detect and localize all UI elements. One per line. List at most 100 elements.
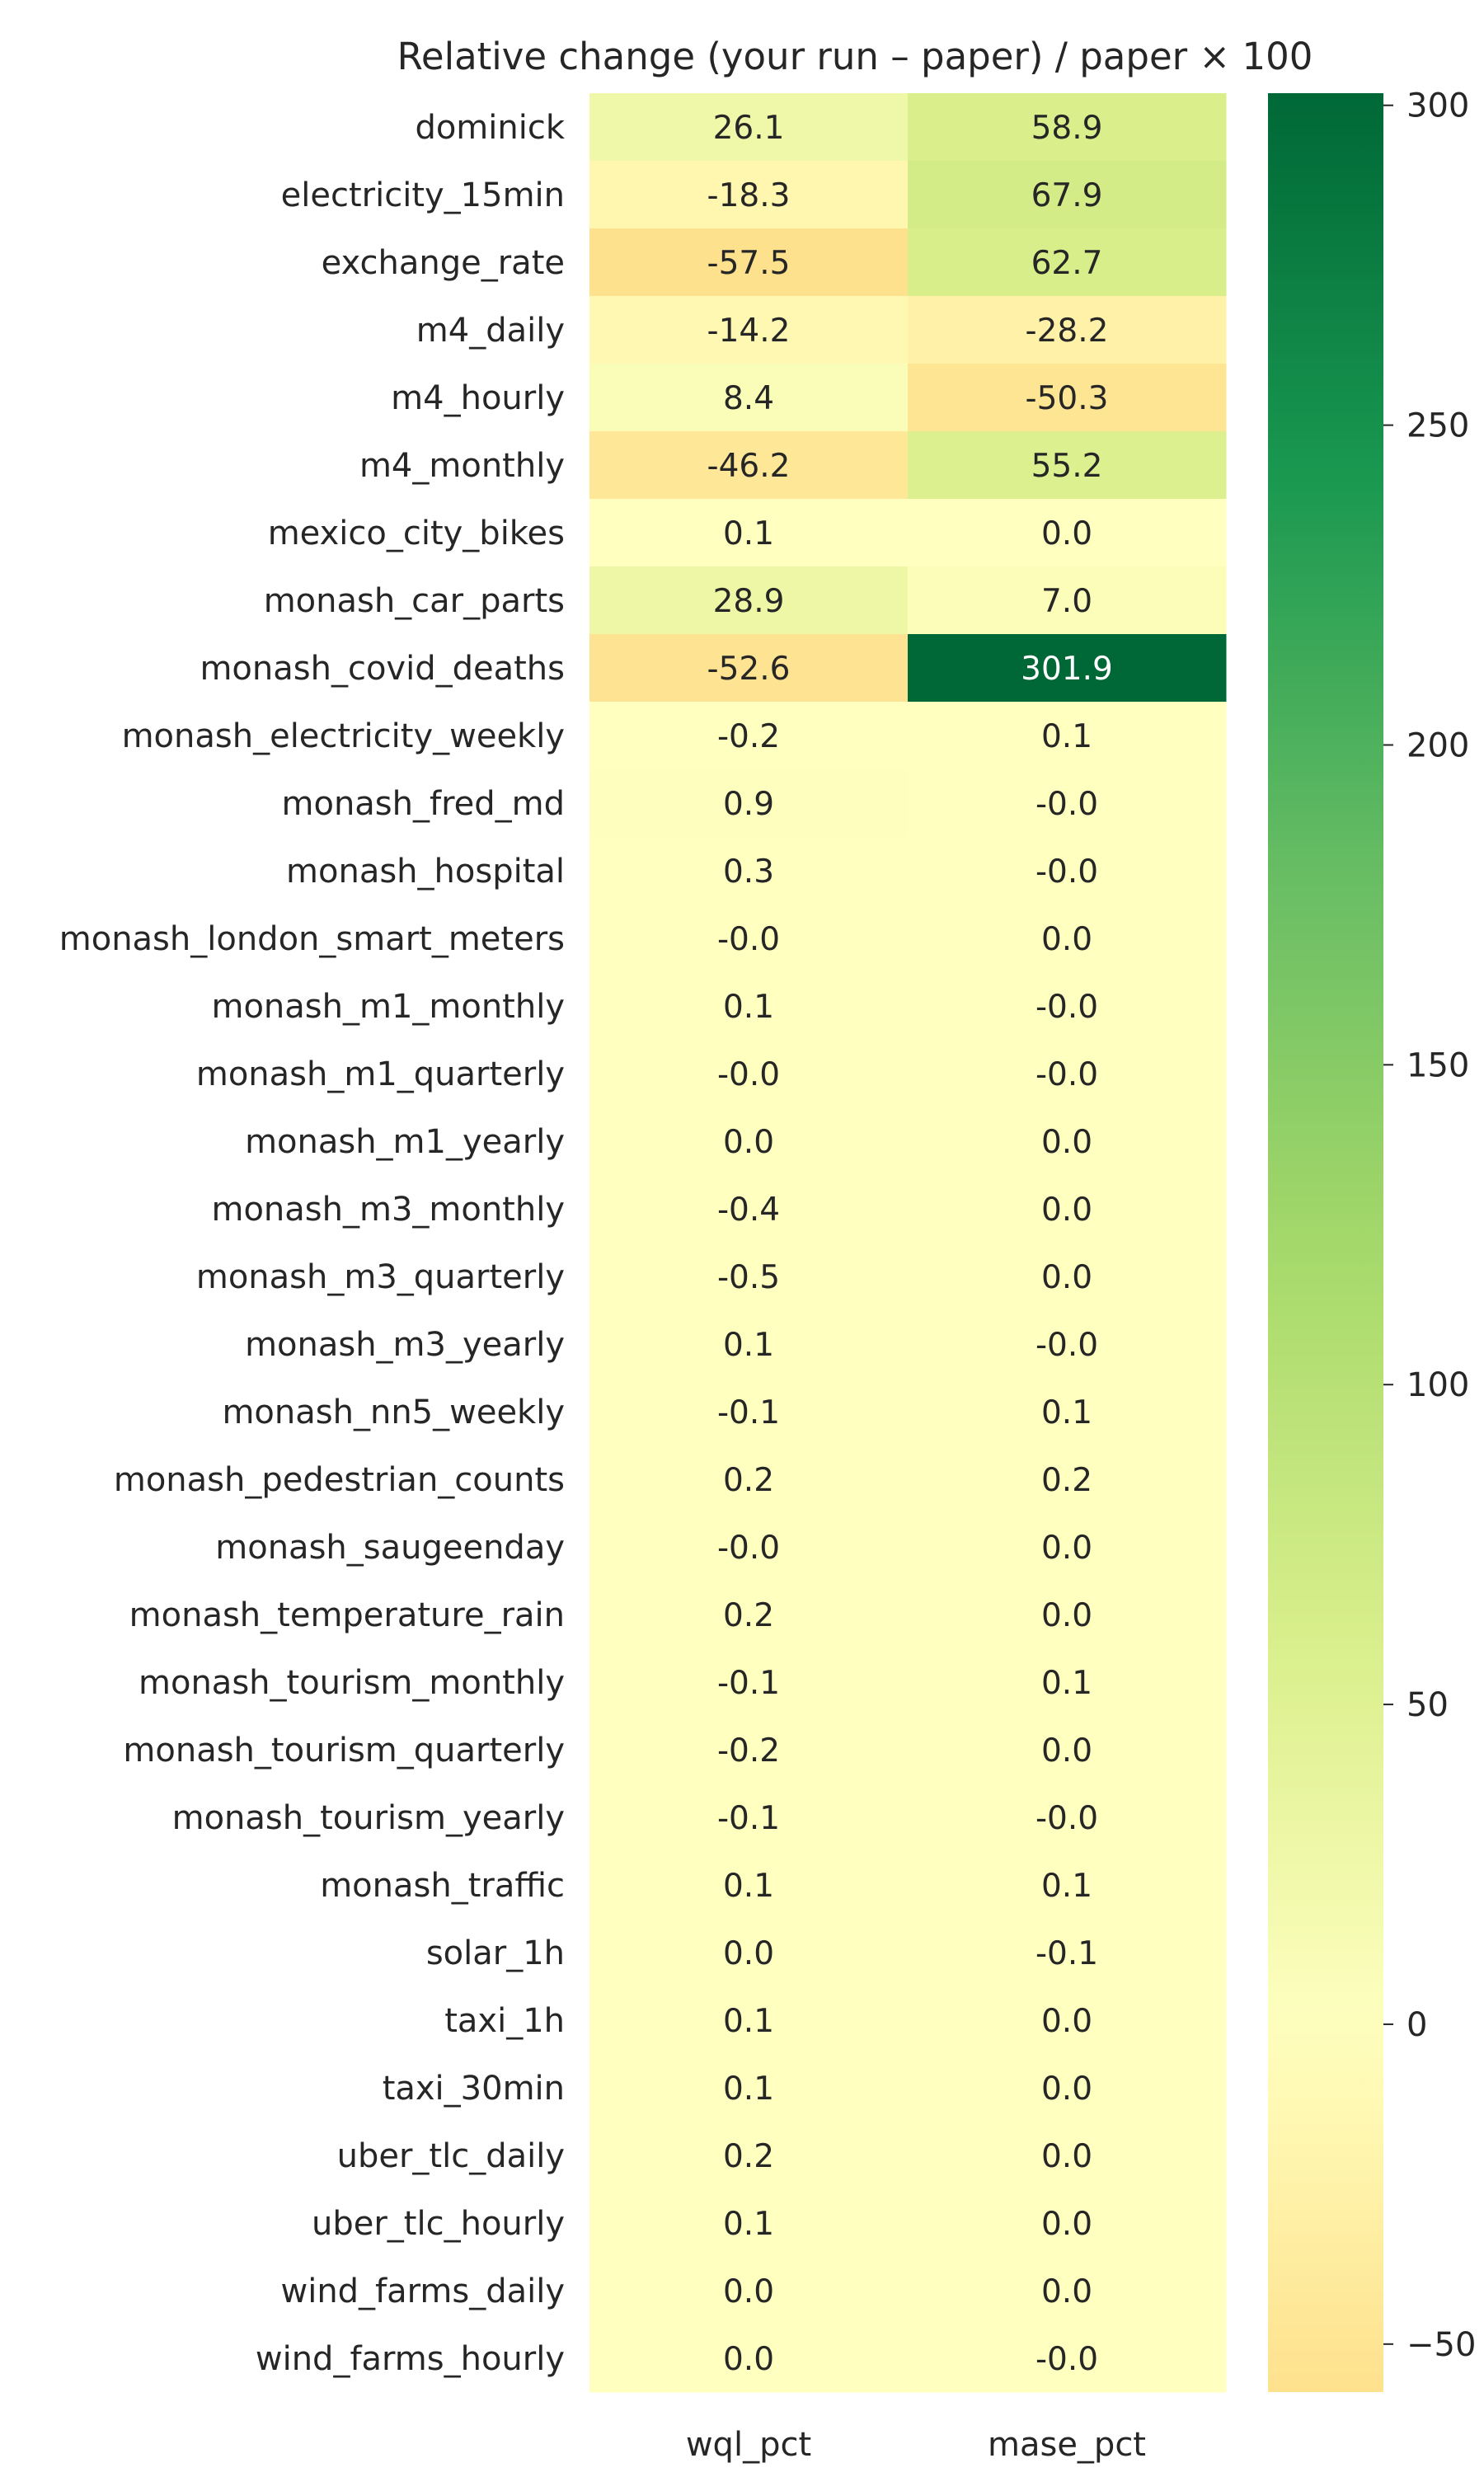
heatmap-cells: 26.1 58.9 -18.3 67.9 -57.5 62.7 -14.2 -28.2 8.4 -… — [589, 93, 1227, 2393]
row-label: monash_m3_quarterly — [196, 1258, 565, 1296]
heatmap-cell — [908, 161, 1227, 229]
heatmap-cell — [908, 431, 1227, 500]
row-label: m4_hourly — [391, 379, 565, 417]
row-label: exchange_rate — [322, 244, 565, 282]
heatmap-cell — [589, 566, 909, 635]
row-label: monash_m1_yearly — [245, 1123, 565, 1161]
chart-title: Relative change (your run – paper) / pap… — [397, 35, 1313, 78]
heatmap-cell — [589, 634, 909, 703]
row-label: monash_temperature_rain — [129, 1596, 565, 1634]
heatmap-cell — [908, 228, 1227, 297]
cell-value-label: 55.2 — [1031, 448, 1103, 485]
row-label: m4_daily — [416, 312, 565, 350]
heatmap-cell — [589, 769, 909, 838]
cell-value-label: -0.0 — [1036, 853, 1098, 891]
cell-value-label: 0.1 — [723, 515, 774, 552]
cell-value-label: 0.1 — [723, 2070, 774, 2108]
heatmap-cell — [589, 2054, 909, 2122]
colorbar-ticks: −50 0 50 100 150 200 250 300 — [1383, 87, 1476, 2364]
cell-value-label: 0.2 — [723, 2138, 774, 2175]
cell-value-label: -0.0 — [1036, 1800, 1098, 1837]
cell-value-label: 8.4 — [723, 380, 774, 417]
row-label: solar_1h — [426, 1934, 565, 1972]
heatmap-cell — [589, 1310, 909, 1379]
cell-value-label: -14.2 — [707, 313, 791, 350]
cell-value-label: 0.1 — [723, 2003, 774, 2040]
heatmap-cell — [908, 972, 1227, 1041]
heatmap-cell — [589, 93, 909, 162]
cell-value-label: -18.3 — [707, 177, 791, 214]
cell-value-label: -0.2 — [717, 718, 780, 755]
heatmap-cell — [908, 2189, 1227, 2258]
column-label: wql_pct — [686, 2426, 811, 2464]
heatmap-cell — [908, 1243, 1227, 1311]
cell-value-label: -0.0 — [1036, 1056, 1098, 1093]
cell-value-label: 0.0 — [723, 1935, 774, 1972]
row-label: monash_saugeenday — [215, 1529, 565, 1567]
cell-value-label: 0.3 — [723, 853, 774, 891]
heatmap-cell — [908, 837, 1227, 905]
cell-value-label: 0.0 — [1041, 1597, 1092, 1634]
cell-value-label: 0.0 — [1041, 515, 1092, 552]
row-label: monash_london_smart_meters — [59, 920, 565, 958]
cell-value-label: 0.9 — [723, 786, 774, 823]
row-label: monash_tourism_quarterly — [123, 1732, 565, 1770]
heatmap-cell — [589, 1513, 909, 1582]
cell-value-label: 0.0 — [723, 2341, 774, 2378]
row-label: taxi_30min — [383, 2070, 565, 2108]
cell-value-label: 0.1 — [723, 989, 774, 1026]
cell-value-label: -0.5 — [717, 1259, 780, 1296]
heatmap-cell — [589, 972, 909, 1041]
heatmap-cell — [908, 905, 1227, 973]
cell-value-label: 0.0 — [1041, 2070, 1092, 2108]
cell-value-label: -46.2 — [707, 448, 791, 485]
heatmap-cell — [908, 1175, 1227, 1243]
cell-value-label: 0.0 — [1041, 1124, 1092, 1161]
heatmap-cell — [589, 837, 909, 905]
heatmap-cell — [908, 1851, 1227, 1920]
cell-value-label: -0.2 — [717, 1732, 780, 1770]
colorbar-tick-label: 150 — [1407, 1046, 1469, 1084]
row-label: uber_tlc_hourly — [312, 2205, 565, 2243]
column-labels: wql_pct mase_pct — [686, 2426, 1146, 2464]
cell-value-label: 0.0 — [1041, 2138, 1092, 2175]
heatmap-cell — [908, 1716, 1227, 1784]
heatmap-cell — [908, 566, 1227, 635]
cell-value-label: -0.1 — [1036, 1935, 1098, 1972]
heatmap-cell — [589, 2257, 909, 2325]
cell-value-label: 0.2 — [723, 1597, 774, 1634]
heatmap-cell — [908, 1310, 1227, 1379]
heatmap-cell — [589, 364, 909, 432]
heatmap-cell — [908, 364, 1227, 432]
cell-value-label: 0.1 — [1041, 1394, 1092, 1431]
heatmap-cell — [908, 769, 1227, 838]
heatmap-cell — [908, 499, 1227, 567]
cell-value-label: -0.0 — [717, 1056, 780, 1093]
cell-value-label: 0.0 — [723, 2273, 774, 2310]
row-label: m4_monthly — [359, 447, 565, 485]
heatmap-cell — [589, 1243, 909, 1311]
heatmap-cell — [589, 1919, 909, 1987]
cell-value-label: -0.0 — [1036, 786, 1098, 823]
cell-value-label: 0.0 — [723, 1124, 774, 1161]
heatmap-cell — [908, 1648, 1227, 1717]
cell-value-label: 0.0 — [1041, 1259, 1092, 1296]
heatmap-cell — [589, 702, 909, 770]
cell-value-label: 0.2 — [723, 1462, 774, 1499]
row-label: monash_pedestrian_counts — [114, 1461, 565, 1499]
row-label: monash_traffic — [320, 1867, 565, 1905]
cell-value-label: -0.0 — [717, 921, 780, 958]
cell-value-label: 0.0 — [1041, 2003, 1092, 2040]
row-label: electricity_15min — [281, 176, 565, 214]
cell-value-label: 0.1 — [1041, 1665, 1092, 1702]
cell-value-label: -0.0 — [1036, 2341, 1098, 2378]
row-label: monash_fred_md — [282, 785, 566, 823]
cell-value-label: 0.1 — [1041, 718, 1092, 755]
colorbar — [1268, 93, 1383, 2392]
heatmap-cell — [589, 1716, 909, 1784]
cell-value-label: -28.2 — [1026, 313, 1109, 350]
heatmap-cell — [908, 2257, 1227, 2325]
row-labels: dominick electricity_15min exchange_rate m4… — [59, 109, 566, 2378]
cell-value-label: 0.1 — [723, 1868, 774, 1905]
heatmap-cell — [908, 2054, 1227, 2122]
